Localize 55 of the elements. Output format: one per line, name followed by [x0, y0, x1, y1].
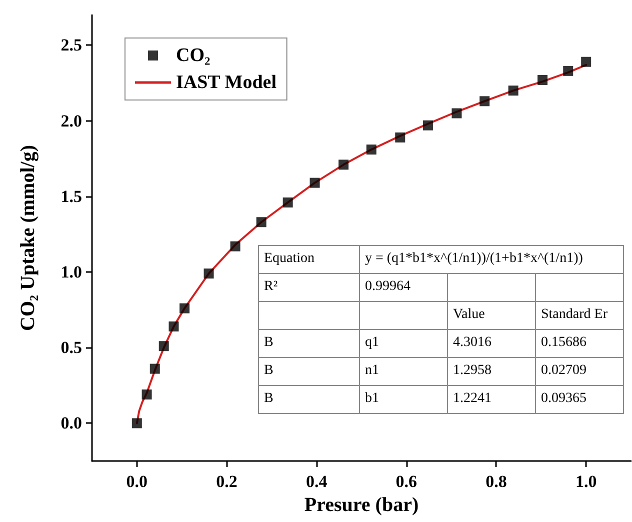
point [338, 160, 349, 170]
x-tick-label: 0.4 [306, 472, 328, 491]
legend-label: IAST Model [176, 72, 276, 93]
annotation: 4.3016 [448, 330, 536, 358]
point [158, 341, 169, 352]
point [395, 132, 406, 142]
x-tick-label: 0.8 [486, 472, 507, 491]
x-tick-label: 1.0 [575, 472, 597, 491]
annotation: B [258, 330, 360, 358]
y-axis-title: CO₂ Uptake (mmol/g) [17, 145, 39, 331]
annotation: q1 [360, 330, 448, 358]
legend-label: CO₂ [176, 45, 210, 66]
y-tick-label: 1.5 [60, 186, 82, 206]
annotation: 0.09365 [536, 386, 624, 414]
point [480, 96, 490, 106]
annotation: B [258, 386, 360, 414]
x-axis-title: Presure (bar) [304, 494, 419, 516]
point [132, 418, 142, 428]
annotation: b1 [360, 386, 448, 414]
y-tick-label: 2.5 [60, 36, 82, 55]
point [422, 120, 433, 130]
annotation: y = (q1*b1*x^(1/n1))/(1+b1*x^(1/n1)) [360, 246, 624, 274]
y-tick-label: 2.0 [60, 111, 82, 130]
point [581, 56, 592, 67]
point [180, 303, 190, 314]
point [142, 389, 152, 400]
x-tick-label: 0.0 [126, 472, 148, 491]
point [452, 108, 462, 118]
point [256, 217, 266, 228]
point [310, 178, 320, 188]
annotation: Standard Er [536, 302, 624, 330]
point [150, 364, 160, 374]
y-tick-label: 1.0 [60, 262, 82, 282]
annotation: n1 [360, 358, 448, 386]
point [204, 268, 214, 279]
x-tick-label: 0.6 [396, 472, 418, 491]
y-tick-label: 0.5 [60, 338, 82, 358]
annotation: Equation [258, 246, 360, 274]
y-tick-label: 0.0 [60, 414, 82, 433]
point [563, 66, 574, 76]
point [538, 75, 548, 86]
annotation: 0.02709 [536, 358, 624, 386]
x-tick-label: 0.2 [216, 472, 238, 491]
point [230, 241, 240, 252]
point [366, 144, 376, 155]
point [508, 86, 518, 96]
annotation: R² [258, 274, 360, 302]
annotation: B [258, 358, 360, 386]
point [168, 321, 179, 332]
annotation: 1.2241 [448, 386, 536, 414]
annotation: 1.2958 [448, 358, 536, 386]
annotation: 0.15686 [536, 330, 624, 358]
annotation: Value [448, 302, 536, 330]
point [282, 197, 293, 208]
annotation: 0.99964 [360, 274, 448, 302]
